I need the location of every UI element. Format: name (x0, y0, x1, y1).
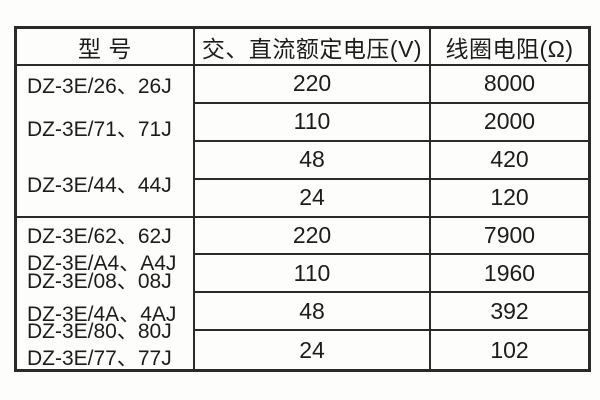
resistance-cell: 2000 (431, 104, 588, 142)
resistance-cell: 8000 (431, 66, 588, 104)
voltage-cell: 220 (195, 66, 431, 104)
resistance-cell: 102 (490, 336, 529, 363)
model-name: DZ-3E/26、26J (27, 75, 172, 98)
model-name: DZ-3E/80、80J (27, 319, 172, 343)
header-voltage: 交、直流额定电压(V) (195, 29, 431, 66)
model-name: DZ-3E/77、77J (27, 346, 172, 370)
voltage-cell: 24 (195, 179, 431, 218)
voltage-cell: 110 (195, 103, 431, 142)
voltage-cell: 48 (195, 293, 431, 332)
voltage-cell: 110 (195, 255, 431, 294)
model-group-upper: DZ-3E/26、26J DZ-3E/71、71J DZ-3E/44、44J (17, 66, 195, 218)
voltage-cell: 24 (195, 331, 431, 369)
model-group-lower: DZ-3E/62、62J DZ-3E/A4、A4J DZ-3E/08、08J D… (17, 217, 195, 370)
model-name: DZ-3E/71、71J (27, 118, 172, 141)
model-name: DZ-3E/A4、A4J (27, 251, 177, 275)
model-name: DZ-3E/4A、4AJ (27, 302, 177, 326)
model-name: DZ-3E/44、44J (27, 174, 172, 197)
resistance-cell: 392 (431, 293, 588, 332)
relay-spec-table: 型 号 交、直流额定电压(V) 线圈电阻(Ω) DZ-3E/26、26J DZ-… (14, 26, 591, 372)
model-name: DZ-3E/62、62J (27, 224, 172, 248)
resistance-cell: 120 (431, 180, 588, 218)
header-resistance: 线圈电阻(Ω) (431, 29, 588, 66)
model-name: DZ-3E/08、08J (27, 269, 172, 293)
voltage-cell: 48 (195, 141, 431, 180)
resistance-cell: 1960 (431, 255, 588, 294)
resistance-cell: 7900 (431, 218, 588, 256)
resistance-cell: 420 (431, 142, 588, 180)
voltage-cell: 220 (195, 217, 431, 256)
header-model: 型 号 (17, 29, 195, 66)
